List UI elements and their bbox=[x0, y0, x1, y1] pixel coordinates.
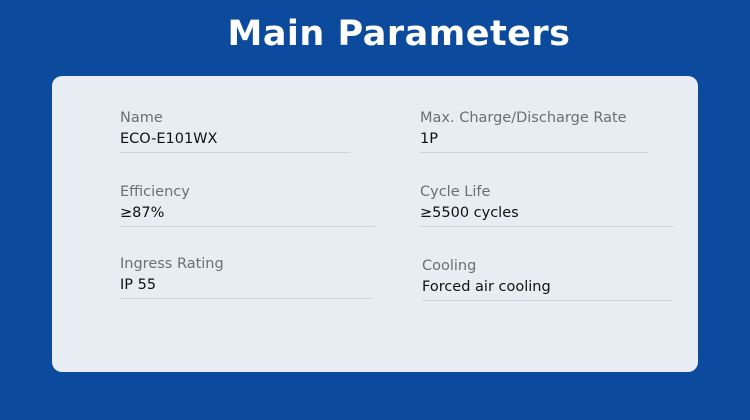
param-label: Name bbox=[120, 110, 163, 126]
param-efficiency: Efficiency ≥87% bbox=[120, 182, 375, 227]
param-label: Cycle Life bbox=[420, 184, 491, 200]
param-label: Ingress Rating bbox=[120, 256, 224, 272]
param-cycle-life: Cycle Life ≥5500 cycles bbox=[420, 182, 674, 227]
param-name: Name ECO-E101WX bbox=[120, 108, 350, 153]
param-value: Forced air cooling bbox=[422, 279, 551, 295]
param-value: 1P bbox=[420, 131, 438, 147]
param-value: ECO-E101WX bbox=[120, 131, 218, 147]
param-label: Efficiency bbox=[120, 184, 190, 200]
param-label: Cooling bbox=[422, 258, 477, 274]
param-cooling: Cooling Forced air cooling bbox=[422, 256, 672, 301]
page-title: Main Parameters bbox=[227, 14, 571, 54]
param-value: ≥5500 cycles bbox=[420, 205, 519, 221]
parameters-card: Name ECO-E101WX Max. Charge/Discharge Ra… bbox=[52, 76, 698, 372]
param-label: Max. Charge/Discharge Rate bbox=[420, 110, 627, 126]
param-value: IP 55 bbox=[120, 277, 157, 293]
param-charge-rate: Max. Charge/Discharge Rate 1P bbox=[420, 108, 648, 153]
param-ingress-rating: Ingress Rating IP 55 bbox=[120, 254, 372, 299]
param-value: ≥87% bbox=[120, 205, 165, 221]
